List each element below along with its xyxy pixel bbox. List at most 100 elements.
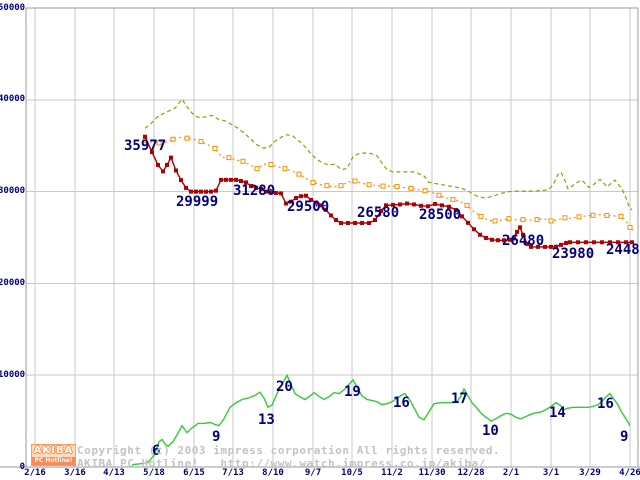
lower-price-red-solid-marker [554,244,558,249]
lower-price-red-solid-marker [379,208,383,213]
lower-price-red-solid-marker [384,203,388,208]
middle-price-orange-dashed-marker [366,182,372,188]
lower-price-red-solid-marker [244,180,248,185]
lower-price-red-solid-marker [472,227,476,232]
lower-price-red-solid-marker [440,203,444,208]
logo-akiba-text: AKIBA [33,445,74,456]
lower-price-red-solid-marker [174,168,178,173]
lower-price-red-solid-marker [398,202,402,207]
lower-price-red-solid-marker [214,188,218,193]
lower-price-red-solid-marker [391,202,395,207]
lower-price-red-solid-marker [339,220,343,225]
plot-border [25,7,639,468]
lower-price-red-solid-marker [184,185,188,190]
lower-price-red-solid-marker [179,178,183,183]
lower-price-red-solid-marker [254,185,258,190]
middle-price-orange-dashed-marker [450,196,456,202]
lower-price-red-solid-marker [156,162,160,167]
middle-price-orange-dashed-marker [310,179,316,185]
shop-count-green-line [131,373,631,466]
middle-price-orange-dashed-marker [254,166,260,172]
lower-price-red-solid-marker [412,202,416,207]
lower-price-red-solid-marker [521,232,525,237]
middle-price-orange-dashed-marker [394,184,400,190]
lower-price-red-solid-marker [433,201,437,206]
middle-price-orange-dashed-marker [548,218,554,224]
middle-price-orange-dashed-marker [492,218,498,224]
middle-price-orange-dashed-marker [184,135,190,141]
lower-price-red-solid-marker [549,244,553,249]
lower-price-red-solid-marker [484,235,488,240]
lower-price-red-solid-marker [529,244,533,249]
middle-price-orange-dashed-marker [282,166,288,172]
middle-price-orange-dashed-marker [212,145,218,151]
lower-price-red-solid-marker [150,150,154,155]
lower-price-red-solid-marker [161,169,165,174]
lower-price-red-solid-marker [559,242,563,247]
lower-price-red-solid-marker [478,232,482,237]
site-url-text: AKIBA PC Hotline! http://www.watch.impre… [77,457,486,470]
lower-price-red-solid-marker [608,240,612,245]
lower-price-red-solid-marker [496,238,500,243]
lower-price-red-solid-marker [314,200,318,205]
middle-price-orange-dashed-marker [478,213,484,219]
middle-price-orange-dashed-marker [380,183,386,189]
lower-price-red-solid-marker [346,220,350,225]
middle-price-orange-dashed-marker [506,216,512,222]
middle-price-orange-dashed-marker [562,215,568,221]
middle-price-orange-dashed-marker [464,202,470,208]
lower-price-red-solid-marker [460,214,464,219]
lower-price-red-solid-marker [279,191,283,196]
lower-price-red-solid-marker [564,241,568,246]
middle-price-orange-dashed-marker [156,140,162,146]
middle-price-orange-dashed-marker [170,136,176,142]
lower-price-red-solid-marker [274,190,278,195]
lower-price-red-solid-marker [353,220,357,225]
middle-price-orange-dashed-marker [296,171,302,177]
middle-price-orange-dashed-marker [590,212,596,218]
lower-price-red-solid-marker [512,236,516,241]
lower-price-red-solid-marker [426,204,430,209]
lower-price-red-solid-marker [194,189,198,194]
lower-price-red-solid-marker [294,196,298,201]
lower-price-red-solid-marker [304,193,308,198]
middle-price-orange-dashed-marker [226,155,232,161]
lower-price-red-solid-marker [568,240,572,245]
middle-price-orange-dashed-marker [604,212,610,218]
lower-price-red-solid-marker [143,134,147,139]
akiba-pc-hotline-logo: AKIBA PC Hotline! [31,444,76,466]
lower-price-red-solid-marker [329,213,333,218]
lower-price-red-solid-marker [373,218,377,223]
lower-price-red-solid-marker [209,189,213,194]
copyright-text: Copyright (c) 2003 impress corporation A… [77,444,501,457]
middle-price-orange-dashed-marker [618,213,624,219]
lower-price-red-solid-marker [536,244,540,249]
middle-price-orange-dashed-marker [534,217,540,223]
middle-price-orange-dashed-marker [268,162,274,168]
middle-price-orange-dashed-marker [324,183,330,189]
lower-price-red-solid-marker [490,237,494,242]
lower-price-red-solid-marker [204,189,208,194]
middle-price-orange-dashed-marker [408,185,414,191]
lower-price-red-solid-marker [624,240,628,245]
lower-price-red-solid-marker [600,240,604,245]
lower-price-red-solid-marker [508,237,512,242]
lower-price-red-solid-marker [319,203,323,208]
lower-price-red-solid-marker [259,186,263,191]
lower-price-red-solid-marker [224,177,228,182]
lower-price-red-solid-marker [299,194,303,199]
middle-price-orange-dashed-marker [338,183,344,189]
lower-price-red-solid-marker [502,238,506,243]
middle-price-orange-dashed-marker [576,214,582,220]
lower-price-red-solid-marker [249,184,253,189]
lower-price-red-solid-marker [239,179,243,184]
logo-pc-hotline-text: PC Hotline! [32,457,75,465]
lower-price-red-solid-marker [616,240,620,245]
lower-price-red-solid-marker [630,240,634,245]
lower-price-red-solid-marker [284,201,288,206]
lower-price-red-solid-marker [199,189,203,194]
lower-price-red-solid-marker [592,240,596,245]
lower-price-red-solid-marker [543,244,547,249]
lower-price-red-solid-marker [169,155,173,160]
